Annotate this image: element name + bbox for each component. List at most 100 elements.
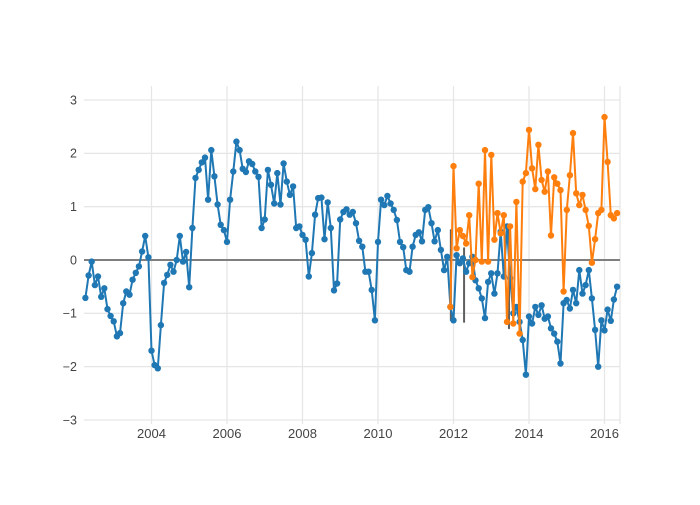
- series_blue-marker[interactable]: [368, 286, 375, 294]
- series_blue-marker[interactable]: [186, 284, 193, 291]
- series_blue-marker[interactable]: [406, 268, 413, 275]
- series_orange-marker[interactable]: [459, 232, 467, 240]
- series_blue-marker[interactable]: [393, 216, 401, 224]
- series_blue-marker[interactable]: [120, 300, 127, 307]
- series_blue-marker[interactable]: [286, 191, 294, 199]
- series_blue-marker[interactable]: [343, 206, 350, 213]
- series_blue-marker[interactable]: [192, 174, 199, 182]
- series_blue-marker[interactable]: [573, 300, 580, 307]
- series_blue-marker[interactable]: [302, 236, 309, 243]
- series_blue-marker[interactable]: [98, 293, 105, 300]
- series_blue-marker[interactable]: [396, 238, 404, 246]
- series_blue-marker[interactable]: [305, 273, 312, 280]
- series_blue-marker[interactable]: [528, 320, 536, 327]
- series_blue-marker[interactable]: [233, 138, 240, 145]
- series_blue-marker[interactable]: [604, 306, 611, 313]
- series_blue-marker[interactable]: [126, 291, 133, 298]
- series_blue-marker[interactable]: [296, 223, 303, 230]
- series_blue-marker[interactable]: [409, 243, 416, 250]
- series_blue-marker[interactable]: [384, 192, 391, 200]
- series_blue-marker[interactable]: [252, 168, 259, 175]
- series_orange-marker[interactable]: [582, 206, 589, 214]
- series_blue-marker[interactable]: [164, 271, 171, 279]
- series_blue-marker[interactable]: [557, 360, 564, 367]
- series_blue-marker[interactable]: [204, 196, 212, 203]
- series_blue-marker[interactable]: [607, 317, 614, 324]
- series_blue-marker[interactable]: [576, 266, 583, 274]
- series_orange-marker[interactable]: [585, 222, 592, 230]
- series_orange-marker[interactable]: [500, 212, 507, 219]
- series_blue-marker[interactable]: [525, 313, 533, 320]
- series_blue-marker[interactable]: [91, 281, 99, 289]
- series_orange-marker[interactable]: [538, 176, 545, 184]
- series_blue-marker[interactable]: [258, 224, 265, 232]
- series_blue-marker[interactable]: [532, 303, 539, 311]
- series_blue-marker[interactable]: [138, 248, 146, 255]
- series_orange-marker[interactable]: [613, 209, 621, 217]
- series_orange-marker[interactable]: [566, 172, 574, 179]
- series_orange-marker[interactable]: [475, 180, 482, 187]
- series_orange-marker[interactable]: [516, 330, 523, 337]
- series_blue-marker[interactable]: [459, 255, 467, 262]
- series_blue-marker[interactable]: [579, 290, 586, 297]
- series_blue-marker[interactable]: [601, 327, 608, 334]
- series_blue-marker[interactable]: [582, 281, 589, 289]
- series_blue-marker[interactable]: [450, 317, 457, 324]
- series_blue-marker[interactable]: [160, 279, 168, 287]
- series_blue-marker[interactable]: [588, 295, 596, 302]
- series_blue-marker[interactable]: [264, 166, 272, 174]
- series_orange-marker[interactable]: [513, 198, 520, 206]
- series_blue-marker[interactable]: [491, 290, 498, 297]
- series_orange-marker[interactable]: [551, 174, 558, 181]
- series_orange-marker[interactable]: [532, 185, 539, 193]
- series_blue-marker[interactable]: [198, 159, 205, 166]
- series_blue-marker[interactable]: [337, 216, 344, 223]
- series_orange-marker[interactable]: [588, 259, 596, 266]
- series_orange-marker[interactable]: [519, 178, 526, 185]
- series_orange-marker[interactable]: [601, 113, 608, 121]
- series_blue-marker[interactable]: [223, 238, 231, 246]
- series_blue-marker[interactable]: [327, 224, 334, 232]
- series_orange-trace[interactable]: [447, 113, 621, 337]
- series_blue-marker[interactable]: [374, 238, 382, 246]
- series_blue-marker[interactable]: [154, 365, 161, 372]
- series_blue-marker[interactable]: [208, 146, 215, 154]
- series_orange-marker[interactable]: [554, 180, 561, 187]
- series_blue-marker[interactable]: [585, 266, 592, 274]
- series_orange-marker[interactable]: [579, 191, 586, 199]
- series_orange-marker[interactable]: [522, 169, 530, 177]
- series_blue-marker[interactable]: [167, 261, 174, 268]
- series_orange-marker[interactable]: [488, 151, 495, 159]
- series_orange-marker[interactable]: [525, 126, 533, 134]
- series_blue-marker[interactable]: [488, 270, 495, 277]
- series_blue-marker[interactable]: [116, 329, 124, 337]
- series_orange-marker[interactable]: [610, 215, 618, 222]
- series_blue-marker[interactable]: [551, 330, 558, 337]
- series_orange-marker[interactable]: [472, 256, 479, 264]
- series_blue-marker[interactable]: [261, 216, 268, 223]
- series_blue-marker[interactable]: [387, 200, 394, 207]
- series_blue-marker[interactable]: [249, 160, 256, 168]
- series_blue-marker[interactable]: [563, 296, 570, 304]
- series_blue-marker[interactable]: [201, 154, 209, 161]
- series_blue-marker[interactable]: [242, 168, 250, 176]
- series_blue-marker[interactable]: [318, 194, 325, 201]
- series_blue-marker[interactable]: [132, 269, 139, 276]
- series_blue-marker[interactable]: [145, 254, 152, 261]
- series_blue-marker[interactable]: [355, 237, 363, 244]
- series_blue-marker[interactable]: [494, 270, 501, 277]
- series_blue-marker[interactable]: [330, 287, 338, 294]
- series_blue-marker[interactable]: [271, 200, 278, 207]
- series_blue-marker[interactable]: [377, 196, 385, 203]
- series_orange-marker[interactable]: [450, 162, 457, 170]
- series_blue-marker[interactable]: [415, 229, 423, 236]
- series_orange-marker[interactable]: [576, 201, 583, 209]
- series_orange-marker[interactable]: [497, 230, 504, 237]
- series_blue-marker[interactable]: [94, 273, 102, 280]
- series_orange-marker[interactable]: [478, 258, 485, 265]
- series_blue-marker[interactable]: [475, 285, 482, 292]
- series_blue-marker[interactable]: [173, 256, 180, 264]
- series_blue-marker[interactable]: [299, 231, 306, 239]
- series_blue-marker[interactable]: [431, 238, 438, 245]
- series_blue-marker[interactable]: [598, 317, 605, 324]
